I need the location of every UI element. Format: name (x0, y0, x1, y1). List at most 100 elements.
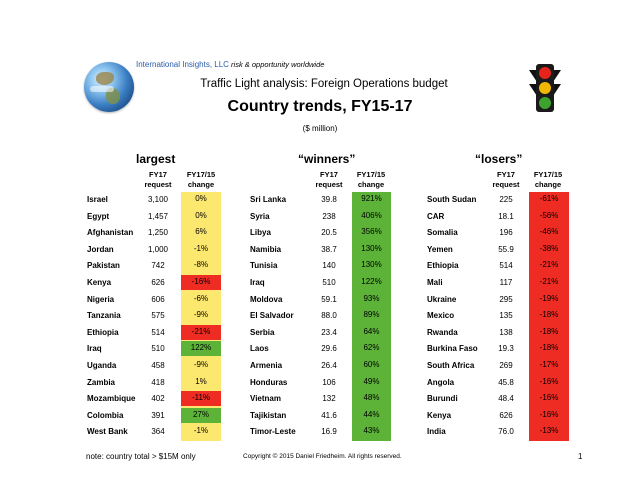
page-number: 1 (578, 452, 583, 461)
country-name: Mozambique (87, 394, 136, 404)
change-value: 62% (363, 343, 380, 353)
country-name: Rwanda (427, 327, 458, 337)
country-name: Honduras (250, 377, 288, 387)
country-name: Uganda (87, 361, 117, 370)
country-name: Somalia (427, 228, 458, 238)
change-value: -16% (539, 393, 559, 403)
request-value: 20.5 (321, 228, 337, 238)
brand-line: International Insights, LLC risk & oppor… (136, 60, 324, 69)
change-value: -19% (539, 293, 559, 303)
request-value: 59.1 (321, 294, 337, 304)
request-value: 391 (151, 410, 165, 420)
country-name: Serbia (250, 327, 275, 337)
change-value: -18% (539, 343, 559, 353)
change-value: -18% (539, 326, 559, 336)
request-value: 132 (322, 394, 336, 404)
change-value: -56% (539, 210, 559, 220)
country-name: South Sudan (427, 195, 477, 204)
change-value: 406% (361, 210, 382, 220)
request-value: 41.6 (321, 410, 337, 420)
country-name: Zambia (87, 377, 116, 387)
change-value: 93% (363, 293, 380, 303)
country-name: South Africa (427, 361, 475, 370)
country-name: Ukraine (427, 294, 457, 304)
winners-change-header: FY17/15 change (356, 170, 386, 189)
country-name: India (427, 427, 446, 437)
losers-change-header: FY17/15 change (533, 170, 563, 189)
country-name: Kenya (427, 410, 452, 420)
country-name: Iraq (250, 278, 265, 287)
request-value: 510 (151, 344, 165, 354)
request-value: 45.8 (498, 377, 514, 387)
change-value: -18% (539, 310, 559, 320)
globe-icon (84, 62, 134, 112)
change-value: 27% (181, 407, 221, 423)
country-name: Sri Lanka (250, 195, 287, 204)
request-value: 26.4 (321, 361, 337, 370)
country-name: Armenia (250, 361, 283, 370)
change-value: 130% (361, 243, 382, 253)
request-value: 1,250 (147, 228, 169, 238)
country-name: Kenya (87, 278, 112, 287)
country-name: Afghanistan (87, 228, 134, 238)
change-value: -46% (539, 227, 559, 237)
change-value: 44% (363, 409, 380, 419)
winners-change-band (352, 192, 391, 441)
change-value: -21% (539, 277, 559, 286)
country-name: Burkina Faso (427, 344, 478, 354)
request-value: 29.6 (321, 344, 337, 354)
request-value: 364 (151, 427, 165, 437)
request-value: 418 (151, 377, 165, 387)
change-value: 0% (195, 194, 207, 203)
country-name: Israel (87, 195, 108, 204)
largest-heading: largest (136, 152, 176, 166)
country-name: Angola (427, 377, 455, 387)
losers-heading: “losers” (475, 152, 523, 166)
country-name: Colombia (87, 410, 124, 420)
request-value: 402 (151, 394, 165, 404)
country-name: Tunisia (250, 261, 278, 271)
request-value: 55.9 (498, 244, 514, 254)
change-value: -16% (539, 376, 559, 386)
change-value: 49% (363, 376, 380, 386)
change-value: 356% (361, 227, 382, 237)
request-value: 269 (499, 361, 513, 370)
country-name: Moldova (250, 294, 283, 304)
country-name: Iraq (87, 344, 102, 354)
change-value: 48% (363, 393, 380, 403)
country-name: West Bank (87, 427, 128, 437)
request-value: 19.3 (498, 344, 514, 354)
request-value: 135 (499, 311, 513, 321)
change-value: 43% (363, 426, 380, 436)
change-value: 122% (361, 277, 382, 286)
request-value: 196 (499, 228, 513, 238)
change-value: -13% (539, 426, 559, 436)
change-value: -9% (193, 310, 209, 320)
country-name: Mali (427, 278, 443, 287)
change-value: -16% (181, 275, 221, 290)
change-value: -8% (193, 260, 209, 270)
request-value: 140 (322, 261, 336, 271)
page-subtitle: Traffic Light analysis: Foreign Operatio… (200, 78, 448, 90)
traffic-light-icon (529, 64, 561, 112)
request-value: 238 (322, 211, 336, 221)
request-value: 295 (499, 294, 513, 304)
change-value: -38% (539, 243, 559, 253)
change-value: 130% (361, 260, 382, 270)
country-name: Tanzania (87, 311, 121, 321)
request-value: 117 (499, 278, 513, 287)
brand-tagline: risk & opportunity worldwide (231, 60, 325, 69)
request-value: 88.0 (321, 311, 337, 321)
brand-name: International Insights, LLC (136, 60, 229, 69)
country-name: Vietnam (250, 394, 281, 404)
change-value: 921% (361, 194, 382, 203)
change-value: -21% (181, 324, 221, 340)
request-value: 1,457 (147, 211, 169, 221)
change-value: 64% (363, 326, 380, 336)
winners-heading: “winners” (298, 152, 356, 166)
country-name: Libya (250, 228, 271, 238)
change-value: -21% (539, 260, 559, 270)
country-name: Tajikistan (250, 410, 287, 420)
change-value: 1% (195, 376, 207, 386)
country-name: Timor-Leste (250, 427, 296, 437)
